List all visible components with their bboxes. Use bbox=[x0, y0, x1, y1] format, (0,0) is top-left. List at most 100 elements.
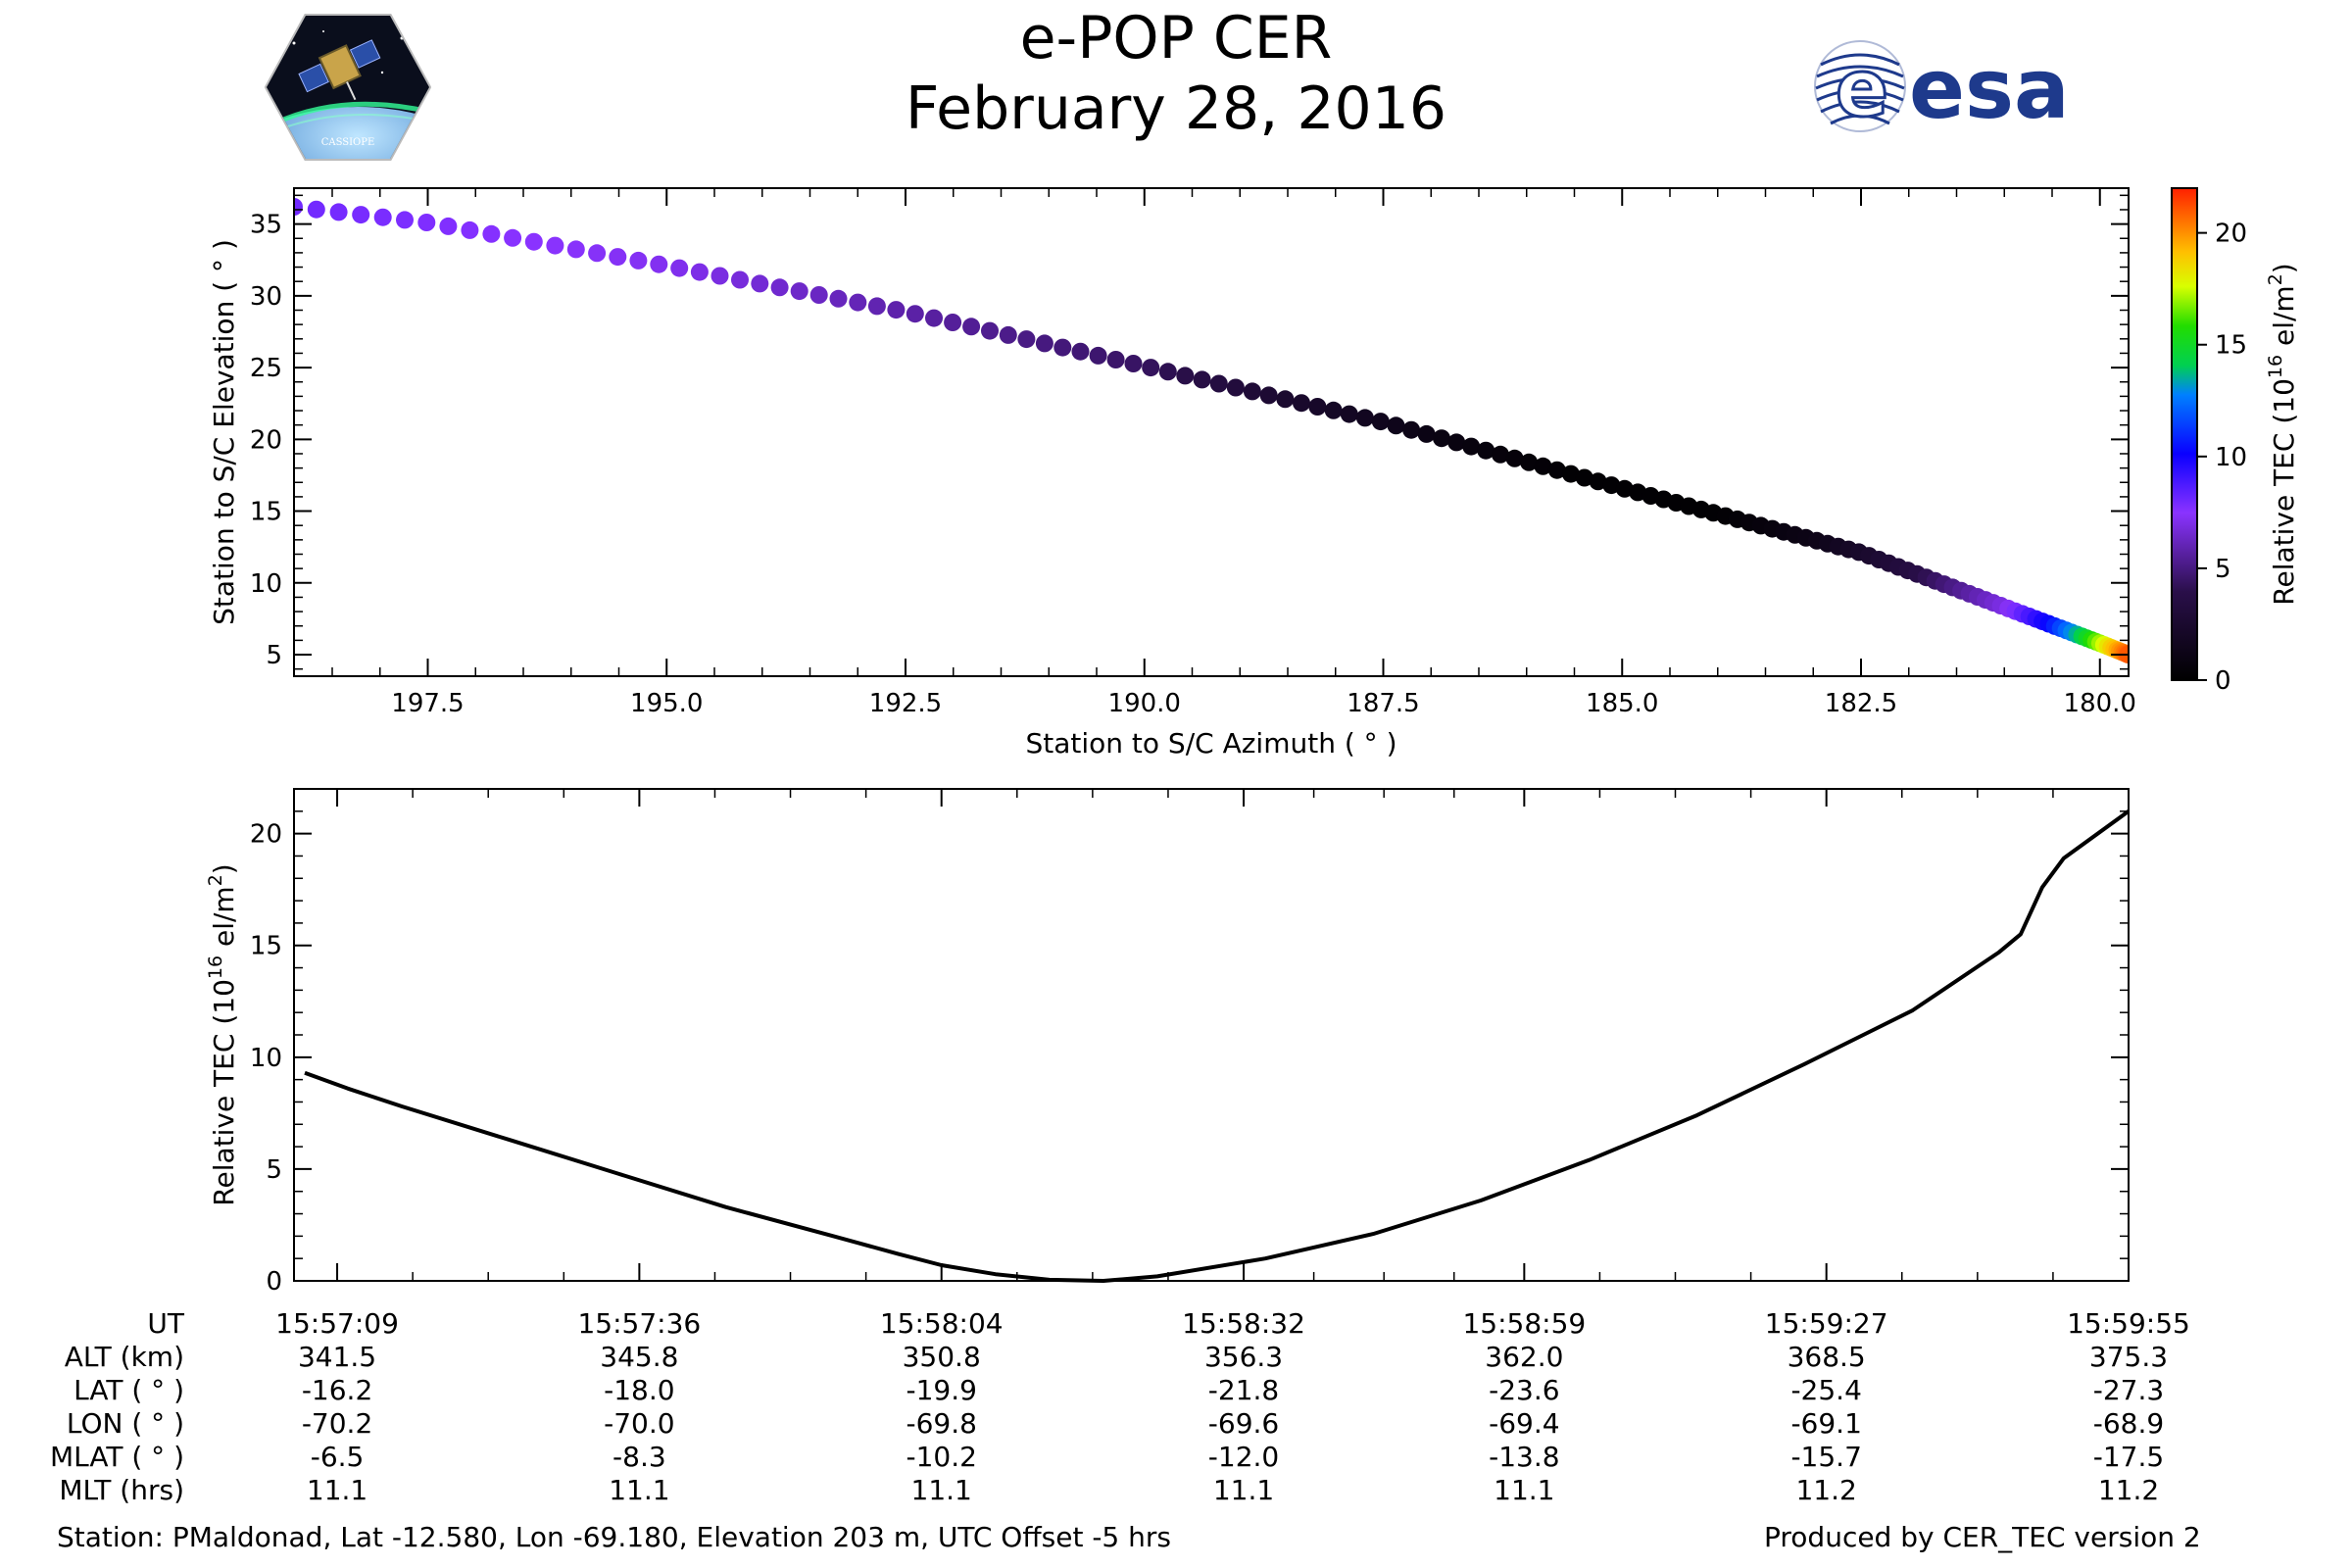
scatter-point bbox=[629, 251, 648, 270]
table-cell: -69.6 bbox=[1208, 1407, 1279, 1440]
table-row-label: ALT (km) bbox=[65, 1341, 184, 1373]
y-tick-label: 20 bbox=[250, 820, 282, 850]
table-cell: 350.8 bbox=[903, 1341, 981, 1373]
scatter-point bbox=[1124, 355, 1143, 372]
table-cell: -69.8 bbox=[906, 1407, 976, 1440]
scatter-point bbox=[1505, 449, 1524, 467]
scatter-point bbox=[1575, 468, 1593, 487]
scatter-point bbox=[906, 305, 924, 323]
scatter-point bbox=[461, 220, 479, 239]
table-cell: 362.0 bbox=[1485, 1341, 1563, 1373]
scatter-point bbox=[925, 309, 943, 327]
table-cell: -15.7 bbox=[1790, 1441, 1861, 1473]
table-cell: 375.3 bbox=[2089, 1341, 2168, 1373]
x-tick-label: 197.5 bbox=[391, 689, 464, 718]
scatter-point bbox=[751, 274, 769, 293]
scatter-point bbox=[1447, 433, 1466, 452]
y-tick-label: 0 bbox=[266, 1267, 282, 1297]
y-tick-label: 15 bbox=[250, 932, 282, 961]
table-cell: -19.9 bbox=[906, 1374, 976, 1406]
table-cell: 15:59:27 bbox=[1765, 1307, 1888, 1340]
scatter-point bbox=[670, 259, 689, 277]
colorbar-tick-label: 0 bbox=[2215, 666, 2231, 696]
scatter-point bbox=[1340, 405, 1358, 423]
scatter-point bbox=[524, 232, 543, 251]
station-info: Station: PMaldonad, Lat -12.580, Lon -69… bbox=[57, 1521, 1171, 1553]
scatter-point bbox=[1477, 441, 1495, 460]
scatter-point bbox=[373, 208, 392, 226]
y-tick-label: 15 bbox=[250, 498, 282, 527]
scatter-point bbox=[981, 321, 999, 340]
scatter-point bbox=[352, 206, 370, 224]
scatter-point bbox=[1035, 334, 1054, 353]
chart-title: e-POP CER bbox=[1019, 4, 1333, 73]
y-tick-label: 10 bbox=[250, 569, 282, 599]
table-cell: -70.0 bbox=[604, 1407, 674, 1440]
scatter-point bbox=[1417, 424, 1436, 443]
scatter-point bbox=[1308, 398, 1327, 416]
scatter-point bbox=[1158, 363, 1177, 381]
table-cell: -23.6 bbox=[1489, 1374, 1559, 1406]
scatter-point bbox=[1293, 394, 1310, 413]
table-cell: 356.3 bbox=[1204, 1341, 1283, 1373]
table-cell: 11.2 bbox=[2098, 1474, 2159, 1506]
scatter-point bbox=[731, 270, 749, 289]
scatter-point bbox=[809, 286, 828, 304]
top-y-axis-label: Station to S/C Elevation ( ° ) bbox=[208, 239, 240, 625]
scatter-point bbox=[482, 224, 501, 243]
scatter-point bbox=[1589, 472, 1607, 491]
scatter-point bbox=[690, 263, 709, 281]
table-cell: 345.8 bbox=[600, 1341, 678, 1373]
scatter-point bbox=[1492, 445, 1509, 464]
scatter-point bbox=[1433, 429, 1450, 448]
scatter-point bbox=[867, 297, 886, 316]
table-cell: -25.4 bbox=[1790, 1374, 1861, 1406]
scatter-point bbox=[329, 203, 348, 221]
producer-info: Produced by CER_TEC version 2 bbox=[1764, 1521, 2201, 1553]
table-cell: -10.2 bbox=[906, 1441, 976, 1473]
scatter-point bbox=[1547, 461, 1566, 479]
table-cell: -69.4 bbox=[1489, 1407, 1559, 1440]
colorbar-tick-label: 20 bbox=[2215, 220, 2247, 249]
top-x-axis-label: Station to S/C Azimuth ( ° ) bbox=[1025, 727, 1396, 760]
table-cell: 11.1 bbox=[609, 1474, 669, 1506]
table-cell: -17.5 bbox=[2093, 1441, 2164, 1473]
colorbar-tick-label: 10 bbox=[2215, 443, 2247, 472]
table-row-label: LAT ( ° ) bbox=[74, 1374, 184, 1406]
table-cell: -21.8 bbox=[1208, 1374, 1279, 1406]
cassiope-logo-text: CASSIOPE bbox=[321, 137, 375, 148]
table-cell: 11.1 bbox=[307, 1474, 368, 1506]
scatter-point bbox=[962, 318, 981, 336]
table-cell: -13.8 bbox=[1489, 1441, 1559, 1473]
scatter-point bbox=[1324, 401, 1343, 419]
table-cell: -18.0 bbox=[604, 1374, 674, 1406]
tec-time-panel: 0 5 10 15 20 Relative TEC (1016 el/m2) bbox=[205, 788, 2131, 1297]
scatter-point bbox=[944, 314, 962, 331]
colorbar-tick-label: 5 bbox=[2215, 555, 2231, 584]
scatter-point bbox=[1371, 413, 1390, 431]
table-cell: 15:57:36 bbox=[577, 1307, 701, 1340]
scatter-point bbox=[417, 214, 436, 231]
scatter-point bbox=[1561, 465, 1580, 483]
esa-logo: e esa bbox=[1814, 40, 2070, 137]
table-row-label: LON ( ° ) bbox=[67, 1407, 184, 1440]
scatter-point bbox=[1387, 416, 1405, 435]
scatter-point bbox=[1176, 367, 1195, 385]
colorbar-label: Relative TEC (1016 el/m2) bbox=[2265, 263, 2300, 605]
scatter-point bbox=[1355, 409, 1374, 427]
colorbar: 0 5 10 15 20 Relative TEC (1016 el/m2) bbox=[2171, 187, 2300, 696]
scatter-point bbox=[1402, 420, 1421, 439]
svg-text:e: e bbox=[1836, 43, 1888, 134]
y-tick-label: 25 bbox=[250, 354, 282, 383]
table-row-label: MLAT ( ° ) bbox=[50, 1441, 184, 1473]
colorbar-tick-label: 15 bbox=[2215, 331, 2247, 361]
scatter-point bbox=[999, 325, 1017, 344]
scatter-point bbox=[1106, 351, 1125, 368]
scatter-point bbox=[1209, 374, 1228, 393]
table-cell: 11.1 bbox=[1494, 1474, 1554, 1506]
scatter-point bbox=[588, 244, 607, 263]
scatter-point bbox=[1142, 359, 1160, 377]
scatter-point bbox=[1462, 437, 1481, 456]
scatter-point bbox=[566, 240, 585, 259]
table-cell: -68.9 bbox=[2093, 1407, 2164, 1440]
